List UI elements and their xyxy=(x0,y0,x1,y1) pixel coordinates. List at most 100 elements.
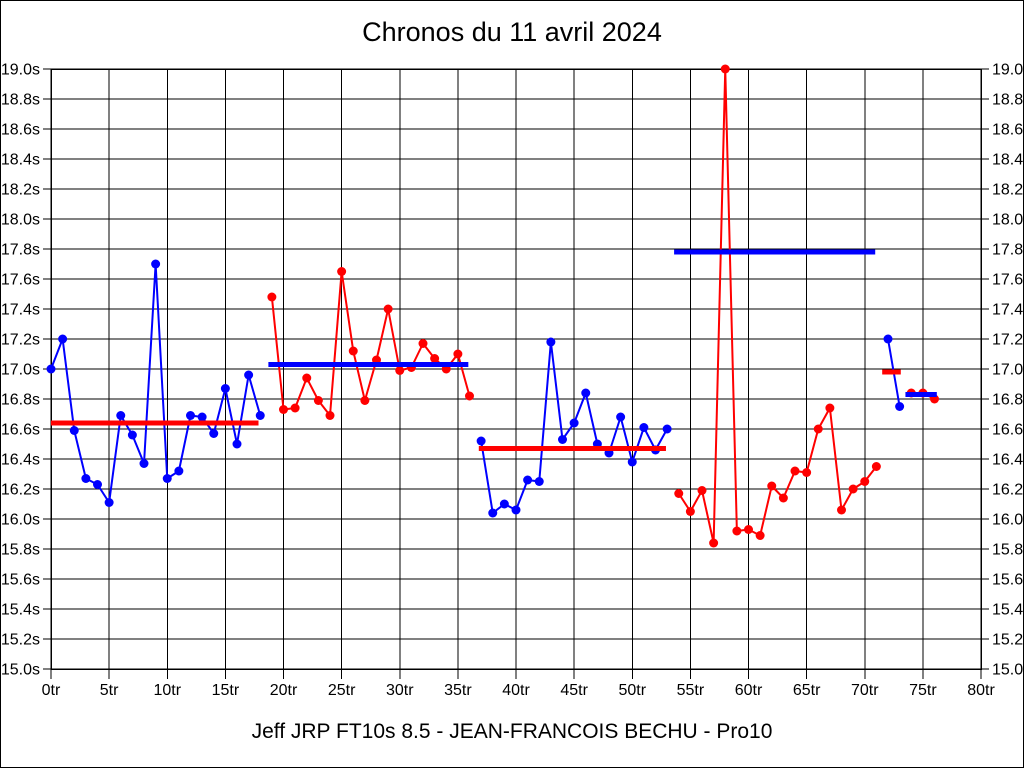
data-point xyxy=(860,477,870,486)
series-heat-2-red xyxy=(267,267,474,420)
data-point xyxy=(255,411,265,420)
data-point xyxy=(837,505,846,515)
data-point xyxy=(453,349,463,359)
y-axis-label-left: 17.0s xyxy=(1,362,40,379)
data-point xyxy=(674,489,684,498)
data-point xyxy=(127,430,137,440)
y-axis-label-left: 15.2s xyxy=(1,632,40,649)
data-point xyxy=(290,403,300,413)
x-axis-label: 25tr xyxy=(328,682,356,699)
y-axis-label-left: 16.4s xyxy=(1,452,40,469)
x-axis-label: 55tr xyxy=(677,682,705,699)
y-axis-label-left: 16.6s xyxy=(1,422,40,439)
data-point xyxy=(848,484,858,494)
y-axis-label-right: 18.4s xyxy=(992,152,1024,169)
y-axis-label-left: 15.4s xyxy=(1,602,40,619)
y-axis-label-left: 18.8s xyxy=(1,92,40,109)
chart-title: Chronos du 11 avril 2024 xyxy=(362,17,662,47)
data-point xyxy=(69,426,79,435)
y-axis-label-right: 16.4s xyxy=(992,452,1024,469)
y-axis-label-right: 17.4s xyxy=(992,302,1024,319)
x-axis-label: 10tr xyxy=(153,682,181,699)
data-point xyxy=(104,498,114,507)
y-axis-label-left: 17.8s xyxy=(1,242,40,259)
y-axis-label-left: 15.8s xyxy=(1,542,40,559)
data-point xyxy=(825,403,835,413)
data-point xyxy=(558,435,567,444)
data-point xyxy=(639,423,649,432)
data-point xyxy=(569,418,579,428)
data-point xyxy=(685,507,695,516)
x-axis-label: 40tr xyxy=(502,682,530,699)
y-axis-label-right: 15.2s xyxy=(992,632,1024,649)
x-axis-label: 75tr xyxy=(909,682,937,699)
x-axis-label: 15tr xyxy=(212,682,240,699)
x-axis-label: 50tr xyxy=(618,682,646,699)
y-axis-label-left: 16.2s xyxy=(1,482,40,499)
x-axis-label: 70tr xyxy=(851,682,879,699)
y-axis-label-right: 18.8s xyxy=(992,92,1024,109)
y-axis-label-right: 16.8s xyxy=(992,392,1024,409)
data-point xyxy=(732,526,742,536)
data-point xyxy=(523,475,533,485)
y-axis-label-right: 16.2s xyxy=(992,482,1024,499)
data-point xyxy=(46,364,56,374)
series-heat-1-blue xyxy=(46,259,265,507)
y-axis-label-right: 15.4s xyxy=(992,602,1024,619)
data-point xyxy=(139,459,149,468)
chart-caption: Jeff JRP FT10s 8.5 - JEAN-FRANCOIS BECHU… xyxy=(251,720,773,743)
data-point xyxy=(546,337,556,347)
data-point xyxy=(313,396,323,405)
y-axis-label-left: 17.6s xyxy=(1,272,40,289)
y-axis-label-left: 15.6s xyxy=(1,572,40,589)
data-point xyxy=(360,396,370,405)
y-axis-label-right: 16.0s xyxy=(992,512,1024,529)
average-lines xyxy=(51,249,937,451)
y-axis-label-right: 18.6s xyxy=(992,122,1024,139)
data-point xyxy=(302,373,312,383)
series-line xyxy=(50,263,262,504)
x-axis-label: 65tr xyxy=(793,682,821,699)
y-axis-label-right: 18.0s xyxy=(992,212,1024,229)
data-point xyxy=(627,457,637,467)
data-point xyxy=(267,292,277,302)
data-point xyxy=(895,402,905,411)
y-axis-label-left: 17.2s xyxy=(1,332,40,349)
data-point xyxy=(383,304,393,314)
data-point xyxy=(662,424,672,434)
data-point xyxy=(116,411,126,420)
data-point xyxy=(58,334,68,344)
y-axis-label-left: 19.0s xyxy=(1,62,40,79)
y-axis-label-right: 17.0s xyxy=(992,362,1024,379)
data-point xyxy=(81,474,91,483)
data-point xyxy=(337,267,347,276)
data-point xyxy=(232,439,242,449)
y-axis-label-right: 15.6s xyxy=(992,572,1024,589)
x-axis-label: 20tr xyxy=(270,682,298,699)
gridlines xyxy=(50,68,982,670)
data-point xyxy=(325,411,335,420)
y-axis-label-left: 15.0s xyxy=(1,662,40,679)
y-axis-label-left: 18.2s xyxy=(1,182,40,199)
data-point xyxy=(755,531,765,540)
data-point xyxy=(151,259,161,269)
y-axis-label-left: 17.4s xyxy=(1,302,40,319)
data-point xyxy=(279,405,288,414)
data-point xyxy=(871,462,881,471)
x-axis-label: 45tr xyxy=(560,682,588,699)
data-point xyxy=(209,429,219,438)
data-point xyxy=(534,477,544,486)
data-point xyxy=(767,481,777,491)
axis-ticks xyxy=(43,68,989,679)
data-point xyxy=(220,384,230,393)
data-point xyxy=(430,354,440,363)
y-axis-label-right: 16.6s xyxy=(992,422,1024,439)
data-point xyxy=(744,525,753,534)
y-axis-label-right: 19.0s xyxy=(992,62,1024,79)
data-point xyxy=(581,388,591,398)
data-point xyxy=(709,538,719,548)
y-axis-label-right: 18.2s xyxy=(992,182,1024,199)
series-line xyxy=(677,68,878,544)
x-axis-label: 0tr xyxy=(42,682,61,699)
data-point xyxy=(697,486,707,495)
